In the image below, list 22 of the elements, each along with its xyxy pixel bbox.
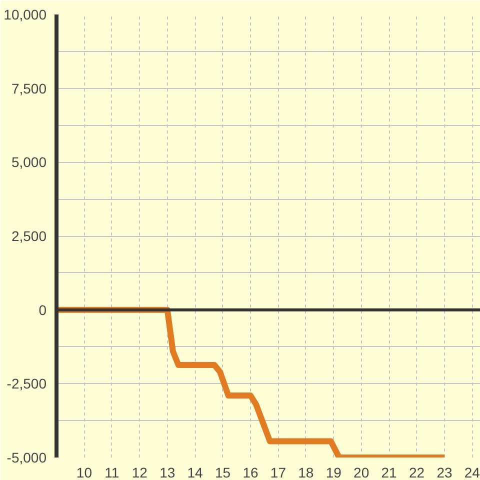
y-tick-label: 2,500 <box>11 228 47 244</box>
y-tick-label: 10,000 <box>4 6 47 22</box>
y-tick-label: 5,000 <box>11 154 47 170</box>
x-tick-label: 22 <box>408 464 425 480</box>
x-tick-label: 10 <box>76 464 92 480</box>
x-tick-label: 14 <box>187 464 204 480</box>
x-tick-label: 12 <box>132 464 148 480</box>
y-tick-label: 7,500 <box>11 80 47 96</box>
x-tick-label: 13 <box>160 464 176 480</box>
x-tick-label: 18 <box>298 464 314 480</box>
x-tick-label: 20 <box>354 464 370 480</box>
x-tick-label: 15 <box>214 464 231 480</box>
x-tick-label: 17 <box>270 464 286 480</box>
y-tick-label: 0 <box>38 302 47 318</box>
y-tick-label: -5,000 <box>6 450 47 466</box>
x-tick-label: 16 <box>242 464 258 480</box>
x-tick-label: 24 <box>464 464 480 480</box>
x-tick-label: 23 <box>436 464 452 480</box>
x-tick-label: 21 <box>381 464 398 480</box>
y-tick-label: -2,500 <box>6 376 47 392</box>
x-tick-label: 19 <box>326 464 342 480</box>
x-tick-label: 11 <box>104 464 120 480</box>
